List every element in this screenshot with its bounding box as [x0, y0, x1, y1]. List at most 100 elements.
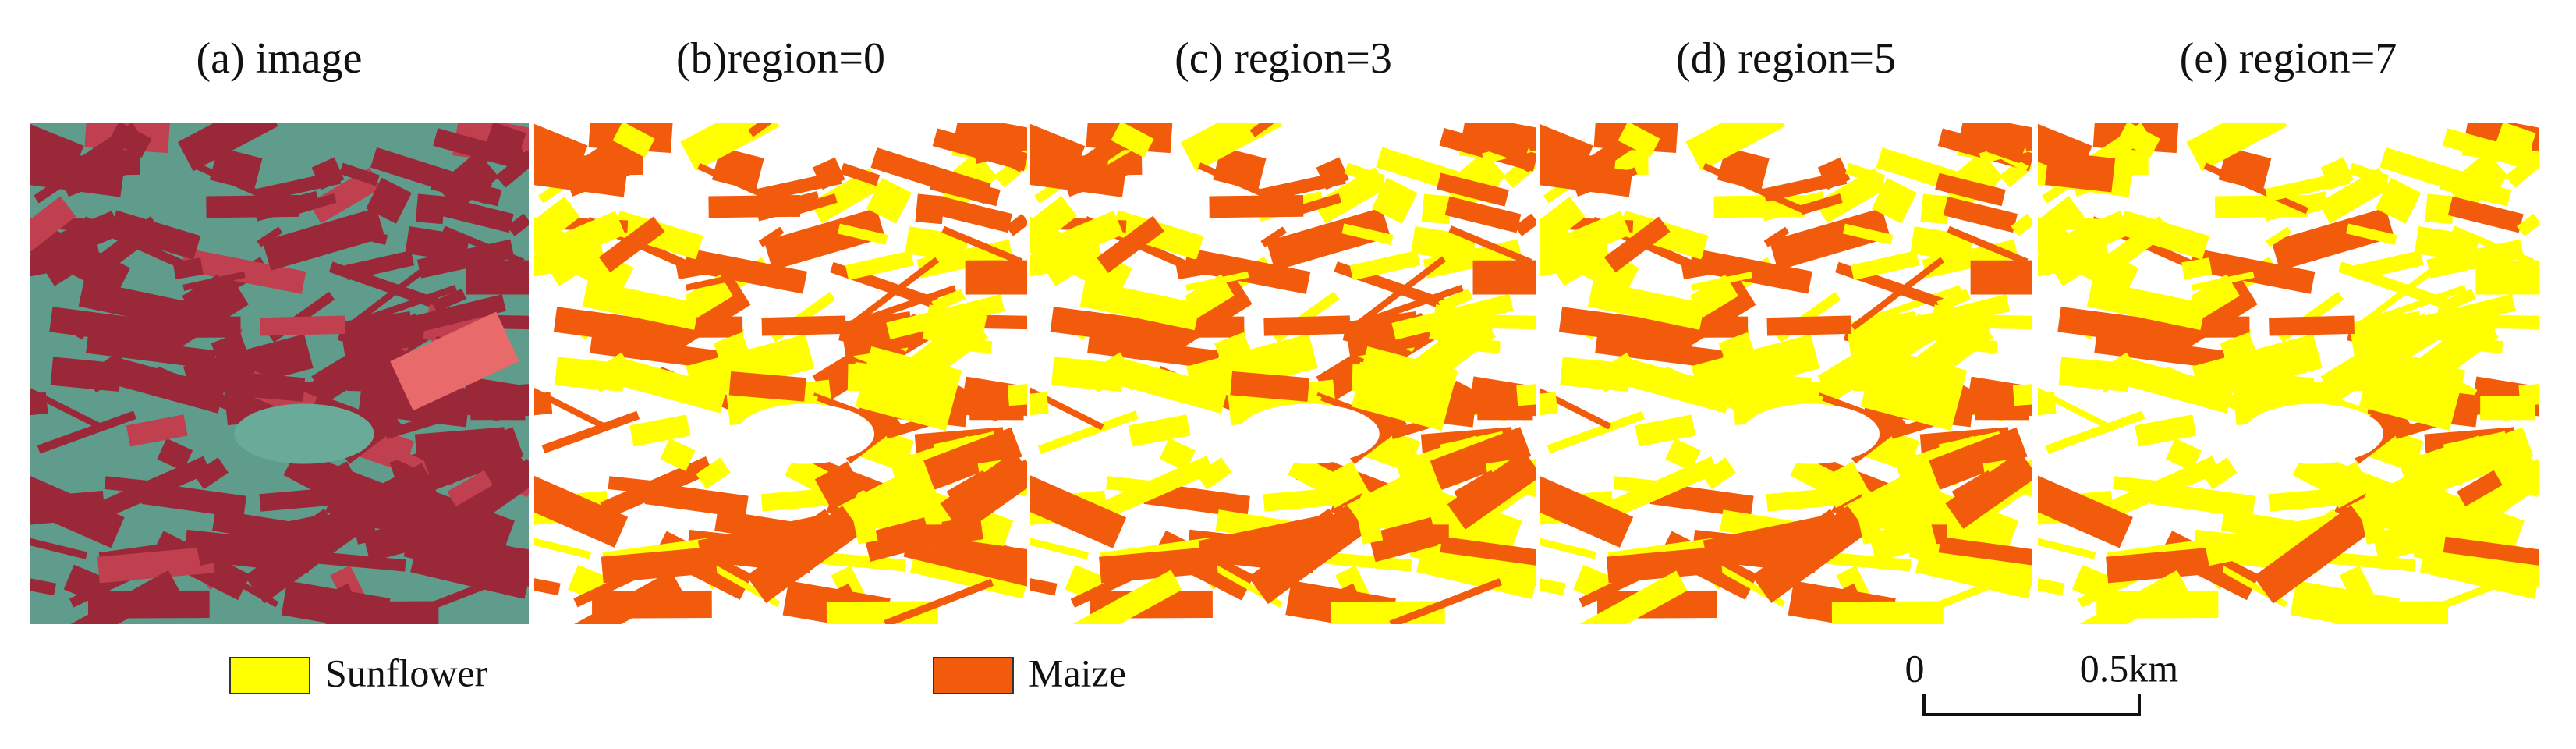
- field-patch: [1344, 162, 1386, 186]
- field-patch: [1357, 513, 1384, 545]
- field-patch: [1197, 162, 1304, 215]
- field-patch: [1185, 333, 1318, 401]
- field-patch: [1106, 476, 1160, 495]
- field-patch: [49, 307, 159, 346]
- clearing: [736, 403, 875, 464]
- field-patch: [1970, 260, 2032, 295]
- field-patch: [683, 248, 807, 294]
- field-patch: [675, 257, 706, 279]
- field-patch: [1249, 123, 1283, 137]
- field-patch: [2038, 573, 2065, 596]
- field-patch: [2046, 247, 2083, 286]
- field-patch: [1685, 123, 1785, 171]
- field-patch: [2516, 213, 2539, 236]
- field-patch: [2433, 427, 2534, 491]
- field-patch: [1066, 570, 1182, 624]
- field-patch: [937, 196, 1012, 233]
- field-patch: [534, 524, 592, 559]
- field-patch: [1448, 225, 1532, 266]
- field-patch: [2334, 601, 2449, 624]
- field-patch: [1030, 472, 1127, 548]
- field-patch: [965, 260, 1027, 295]
- field-patch: [2323, 461, 2372, 509]
- field-patch: [886, 294, 1005, 339]
- field-patch: [1447, 450, 1536, 530]
- field-patch: [95, 216, 162, 273]
- field-patch: [940, 451, 1027, 529]
- field-patch: [840, 162, 881, 186]
- field-patch: [1943, 196, 2018, 233]
- field-patch: [1436, 172, 1509, 207]
- field-patch: [1421, 193, 1452, 225]
- field-patch: [2094, 334, 2226, 370]
- field-patch: [2475, 260, 2539, 295]
- field-patch: [1938, 536, 2032, 566]
- field-patch: [385, 294, 506, 340]
- scale-start: 0: [1905, 646, 1925, 690]
- field-patch: [1889, 578, 2000, 624]
- field-patch: [2375, 177, 2422, 224]
- classification-map: [534, 123, 1027, 624]
- field-patch: [1606, 546, 1723, 584]
- field-patch: [172, 257, 204, 279]
- field-patch: [2135, 414, 2197, 447]
- legend-swatch: [933, 657, 1014, 694]
- field-patch: [1263, 487, 1343, 512]
- clearing: [234, 403, 374, 464]
- field-patch: [193, 457, 229, 490]
- field-patch: [1263, 315, 1351, 336]
- field-patch: [1128, 414, 1191, 447]
- scale-line: [1922, 694, 2141, 716]
- field-patch: [259, 487, 338, 512]
- field-patch: [1005, 213, 1027, 236]
- satellite-image: [30, 123, 529, 624]
- field-patch: [826, 601, 938, 624]
- field-patch: [1558, 307, 1667, 346]
- field-patch: [1845, 162, 1886, 186]
- field-patch: [56, 211, 122, 258]
- field-patch: [2265, 170, 2351, 202]
- field-patch: [1540, 392, 1558, 416]
- field-patch: [1540, 473, 1634, 548]
- legend-label: Maize: [1029, 651, 1126, 694]
- field-patch: [2011, 213, 2032, 236]
- field-patch: [760, 487, 838, 512]
- field-patch: [1099, 546, 1218, 584]
- field-patch: [1341, 223, 1394, 245]
- field-patch: [1936, 289, 1971, 312]
- field-patch: [534, 473, 629, 548]
- field-patch: [1819, 461, 1869, 509]
- field-patch: [1987, 123, 2030, 164]
- field-patch: [1516, 382, 1536, 406]
- field-patch: [1079, 279, 1200, 331]
- field-patch: [933, 536, 1027, 566]
- field-patch: [1691, 334, 1820, 400]
- field-patch: [601, 546, 718, 584]
- field-patch: [1051, 357, 1124, 392]
- field-patch: [2117, 123, 2160, 158]
- field-patch: [2253, 505, 2371, 604]
- field-patch: [1947, 225, 2029, 265]
- field-patch: [1703, 162, 1806, 214]
- field-patch: [383, 578, 495, 624]
- panel-title: (a) image: [197, 34, 363, 83]
- field-patch: [177, 123, 278, 172]
- field-patch: [555, 357, 625, 392]
- field-patch: [2038, 196, 2085, 271]
- field-patch: [110, 357, 225, 414]
- field-patch: [352, 513, 377, 545]
- field-patch: [2425, 193, 2455, 225]
- field-patch: [181, 247, 306, 294]
- field-patch: [483, 123, 526, 164]
- field-patch: [1248, 504, 1367, 605]
- field-patch: [2203, 162, 2308, 215]
- field-patch: [97, 546, 215, 584]
- field-patch: [2038, 524, 2096, 559]
- field-patch: [1858, 513, 1883, 545]
- field-patch: [863, 517, 932, 562]
- field-patch: [30, 573, 57, 596]
- field-patch: [126, 414, 188, 447]
- field-patch: [1850, 250, 1920, 281]
- field-patch: [1766, 315, 1851, 336]
- field-patch: [2361, 513, 2387, 545]
